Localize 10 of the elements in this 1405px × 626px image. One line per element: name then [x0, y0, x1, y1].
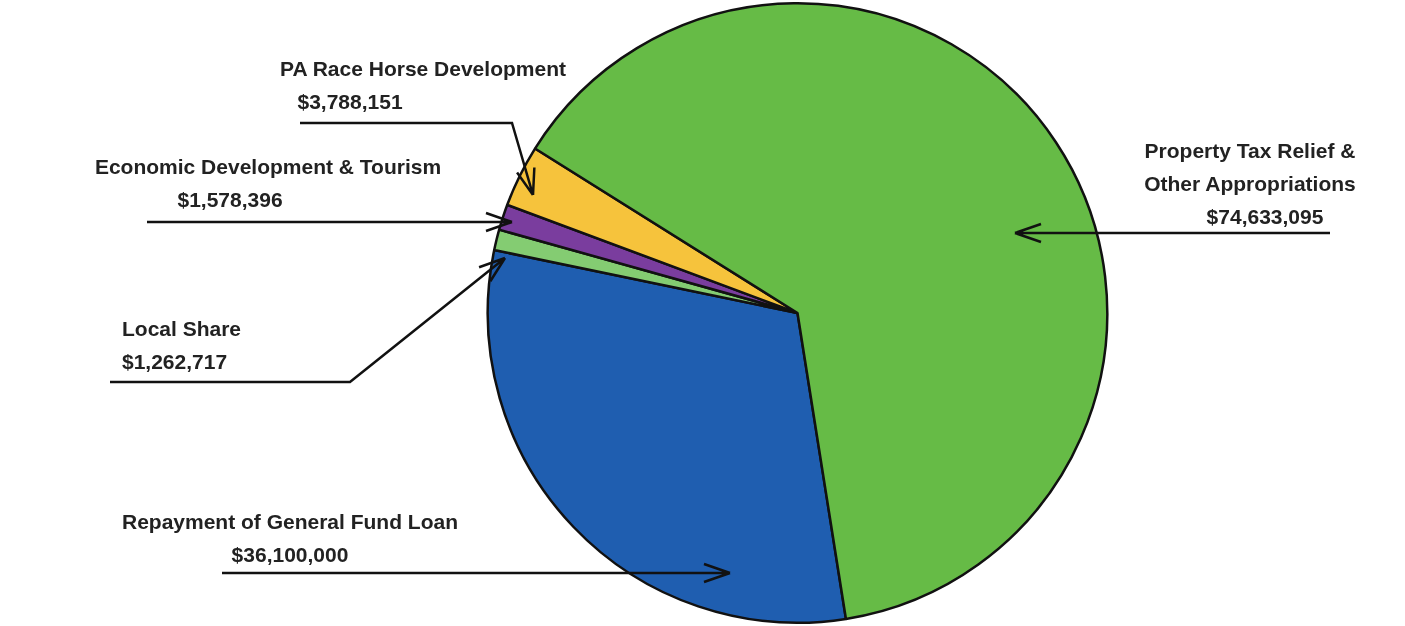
slice-label: Local Share — [122, 316, 242, 340]
data-label: $1,578,396 — [177, 187, 283, 211]
data-label: $1,262,717 — [122, 349, 228, 373]
slice-label: PA Race Horse Development — [280, 56, 566, 80]
slice-label: Property Tax Relief & Other Appropriations — [1144, 138, 1356, 195]
slice-label: Repayment of General Fund Loan — [121, 509, 459, 533]
slice-label: Economic Development & Tourism — [94, 154, 442, 178]
data-label: $3,788,151 — [297, 89, 403, 113]
data-label: $74,633,095 — [1206, 204, 1324, 228]
data-label: $36,100,000 — [231, 542, 349, 566]
